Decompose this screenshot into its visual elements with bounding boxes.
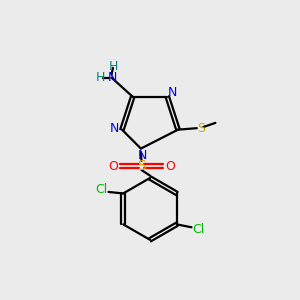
- Text: N: N: [168, 86, 177, 99]
- Text: O: O: [108, 160, 118, 173]
- Text: N: N: [107, 70, 117, 83]
- Text: Cl: Cl: [193, 223, 205, 236]
- Text: Cl: Cl: [95, 183, 107, 196]
- Text: N: N: [138, 148, 147, 161]
- Text: S: S: [137, 159, 146, 173]
- Text: N: N: [110, 122, 119, 135]
- Text: H: H: [96, 71, 105, 84]
- Text: S: S: [197, 122, 205, 135]
- Text: H: H: [109, 60, 119, 73]
- Text: O: O: [165, 160, 175, 173]
